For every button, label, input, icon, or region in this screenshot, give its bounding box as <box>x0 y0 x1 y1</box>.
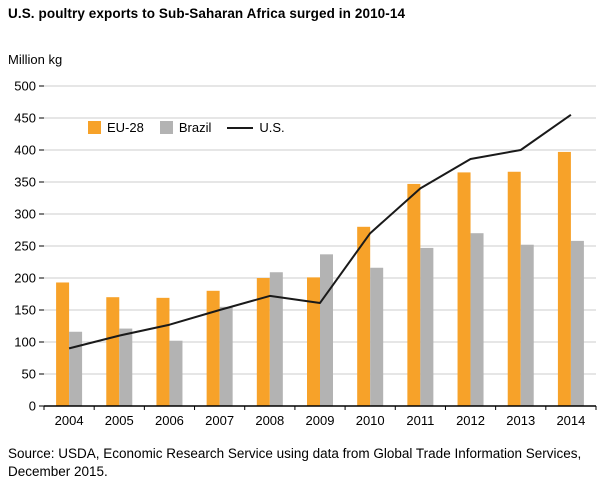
bar-eu28-2005 <box>106 297 120 406</box>
legend-label-us: U.S. <box>259 120 285 135</box>
us-line-swatch <box>227 126 254 129</box>
bar-brazil-2008 <box>269 272 283 406</box>
x-tick-label: 2011 <box>406 413 434 428</box>
y-axis-unit-label: Million kg <box>8 52 63 67</box>
y-tick-label: 400 <box>14 143 36 158</box>
legend: EU-28 Brazil U.S. <box>88 120 301 135</box>
legend-item-eu28: EU-28 <box>88 120 144 135</box>
bar-eu28-2013 <box>507 171 521 406</box>
bar-brazil-2010 <box>370 267 384 406</box>
bar-eu28-2011 <box>407 183 421 406</box>
bar-brazil-2004 <box>69 331 83 406</box>
bar-eu28-2006 <box>156 297 170 406</box>
legend-label-eu28: EU-28 <box>107 120 144 135</box>
x-tick-label: 2013 <box>506 413 535 428</box>
y-tick-label: 250 <box>14 239 36 254</box>
x-tick-label: 2008 <box>255 413 284 428</box>
chart-canvas: 0 50 100 150 200 250 300 350 400 450 500 2004 2005 20… <box>14 79 597 428</box>
bar-eu28-2009 <box>307 277 320 406</box>
y-tick-label: 100 <box>14 335 36 350</box>
x-tick-label: 2010 <box>356 413 385 428</box>
y-tick-label: 450 <box>14 111 36 126</box>
chart-title: U.S. poultry exports to Sub-Saharan Afri… <box>8 6 406 21</box>
y-tick-label: 200 <box>14 271 36 286</box>
bar-brazil-2013 <box>520 244 534 406</box>
bar-eu28-2007 <box>206 290 220 406</box>
y-tick-label: 300 <box>14 207 36 222</box>
y-tick-label: 350 <box>14 175 36 190</box>
y-tick-label: 500 <box>14 79 36 94</box>
bar-eu28-2010 <box>357 226 371 406</box>
legend-item-brazil: Brazil <box>159 120 212 135</box>
source-note: Source: USDA, Economic Research Service … <box>8 446 582 479</box>
x-tick-label: 2007 <box>205 413 234 428</box>
x-tick-label: 2014 <box>556 413 585 428</box>
bar-brazil-2006 <box>169 340 183 406</box>
bar-eu28-2012 <box>457 172 471 406</box>
x-tick-label: 2005 <box>105 413 134 428</box>
y-tick-label: 0 <box>29 399 36 414</box>
legend-item-us: U.S. <box>227 120 285 135</box>
bar-brazil-2009 <box>320 254 333 406</box>
x-tick-label: 2004 <box>55 413 84 428</box>
bar-eu28-2008 <box>256 278 270 406</box>
bar-brazil-2011 <box>420 247 434 406</box>
bar-brazil-2007 <box>219 306 233 406</box>
bar-eu28-2004 <box>56 282 70 406</box>
bar-brazil-2012 <box>470 233 484 406</box>
eu28-color-swatch <box>88 121 101 134</box>
x-tick-label: 2006 <box>155 413 184 428</box>
x-tick-label: 2012 <box>456 413 485 428</box>
bar-brazil-2014 <box>570 240 584 406</box>
bar-eu28-2014 <box>557 151 571 406</box>
y-tick-label: 50 <box>22 367 36 382</box>
brazil-color-swatch <box>159 121 173 134</box>
legend-label-brazil: Brazil <box>178 120 212 135</box>
chart-area: 0 50 100 150 200 250 300 350 400 450 500 2004 2005 20… <box>14 79 597 428</box>
us-line-series <box>68 113 572 350</box>
y-tick-label: 150 <box>14 303 36 318</box>
bar-brazil-2005 <box>119 328 133 406</box>
x-tick-label: 2009 <box>306 413 335 428</box>
